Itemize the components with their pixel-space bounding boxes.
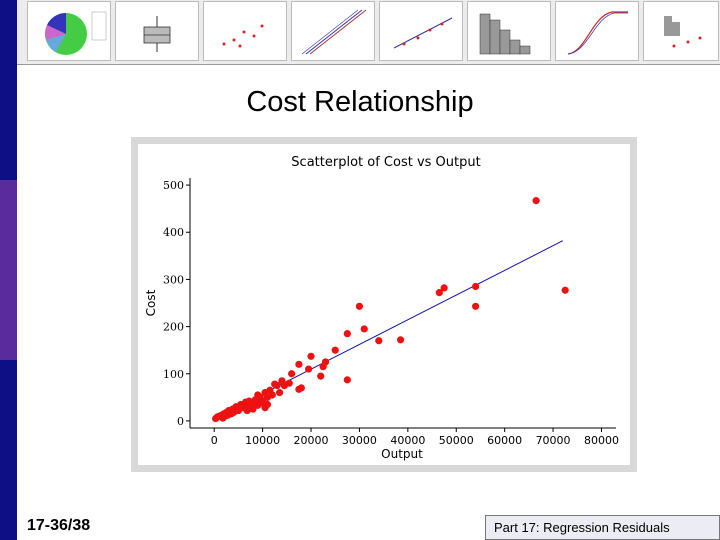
x-tick-label: 60000 — [487, 434, 522, 447]
x-tick-label: 80000 — [584, 434, 619, 447]
data-point — [435, 289, 443, 297]
data-point — [256, 399, 264, 407]
data-point — [295, 360, 303, 368]
x-tick-label: 50000 — [439, 434, 474, 447]
data-point — [472, 302, 480, 310]
y-tick-label: 0 — [177, 415, 184, 428]
data-point — [319, 363, 327, 371]
thumbnail-scatter-2[interactable] — [643, 1, 719, 61]
data-point — [280, 381, 288, 390]
data-point — [297, 384, 305, 392]
thumbnail-scatter-1[interactable] — [203, 1, 287, 61]
y-tick-label: 100 — [163, 368, 184, 381]
data-point — [243, 406, 251, 415]
chart-inner-area — [138, 144, 630, 465]
thumbnail-box-plot[interactable] — [115, 1, 199, 61]
x-tick-label: 0 — [211, 434, 218, 447]
thumbnail-strip — [17, 0, 720, 65]
chart-frame: Scatterplot of Cost vs Output Output Cos… — [131, 137, 637, 472]
y-tick-label: 200 — [163, 321, 184, 334]
data-point — [472, 282, 480, 291]
data-point — [288, 370, 296, 378]
data-point — [275, 389, 284, 397]
data-point — [355, 302, 364, 310]
data-point — [271, 380, 279, 388]
data-point — [263, 393, 272, 401]
y-tick-label: 400 — [163, 226, 184, 239]
data-point — [245, 397, 253, 405]
data-point — [249, 405, 257, 413]
x-tick-label: 20000 — [294, 434, 329, 447]
side-bar-bottom — [0, 360, 17, 540]
data-point — [317, 372, 325, 380]
data-point — [375, 337, 383, 345]
data-point — [343, 376, 351, 384]
data-point — [263, 400, 272, 409]
thumbnail-probability-plot[interactable] — [291, 1, 375, 61]
slide-number: 17-36/38 — [27, 517, 91, 534]
slide-title: Cost Relationship — [246, 86, 474, 118]
data-point — [360, 325, 368, 333]
thumbnail-fitted-line[interactable] — [379, 1, 463, 61]
footer-text: Part 17: Regression Residuals — [494, 520, 670, 535]
data-point — [307, 352, 315, 360]
y-tick-label: 300 — [163, 273, 184, 286]
x-axis-label: Output — [381, 447, 423, 461]
x-tick-label: 10000 — [245, 434, 280, 447]
thumbnail-histogram[interactable] — [467, 1, 551, 61]
data-point — [343, 330, 351, 338]
data-point — [396, 336, 405, 344]
chart-title: Scatterplot of Cost vs Output — [291, 155, 480, 170]
data-point — [440, 284, 448, 292]
side-bar-top — [0, 0, 17, 180]
data-point — [561, 286, 569, 294]
data-point — [212, 414, 220, 423]
data-point — [305, 365, 313, 373]
y-tick-label: 500 — [163, 179, 184, 192]
x-tick-label: 40000 — [390, 434, 425, 447]
data-point — [331, 346, 339, 354]
side-bar-middle — [0, 180, 17, 360]
data-point — [532, 197, 540, 205]
data-point — [221, 412, 229, 420]
x-tick-label: 70000 — [536, 434, 571, 447]
footer-box: Part 17: Regression Residuals — [485, 515, 720, 540]
data-point — [254, 391, 262, 399]
y-axis-label: Cost — [144, 289, 158, 316]
thumbnail-cdf-plot[interactable] — [555, 1, 639, 61]
scatter-chart: Scatterplot of Cost vs Output Output Cos… — [138, 144, 630, 465]
thumbnail-pie-chart[interactable] — [27, 1, 111, 61]
data-point — [230, 407, 239, 416]
x-tick-label: 30000 — [342, 434, 377, 447]
